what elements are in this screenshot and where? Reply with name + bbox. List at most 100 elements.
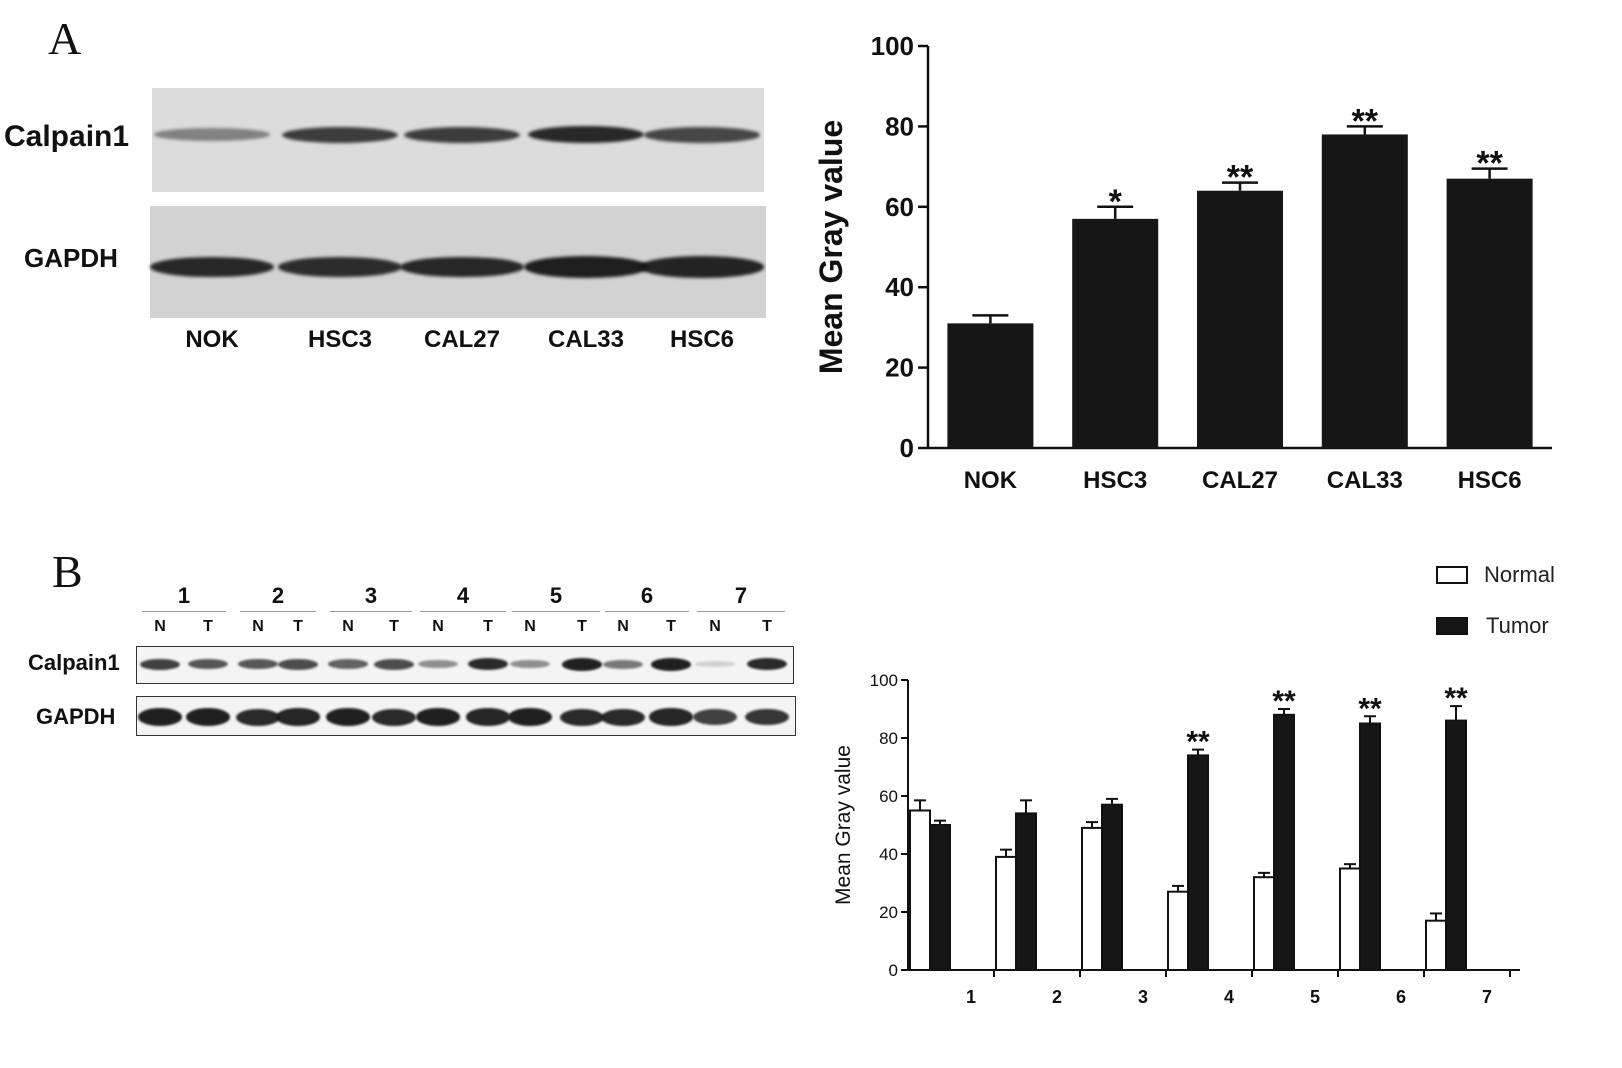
blot-b-gapdh-band [138,708,182,726]
blot-b-nt-label: T [389,618,399,635]
blot-b-sample-number: 6 [640,583,654,608]
blot-b-gapdh-band [236,708,280,726]
blot-b-nt-label: T [293,618,303,635]
chart-b-bar-tumor [1187,754,1209,971]
chart-b-bar-tumor [1101,803,1123,971]
blot-b-gapdh-band [745,708,789,726]
blot-b-nt-label: N [524,618,536,635]
blot-b-group-line [142,611,226,612]
blot-b-gapdh-band [372,708,416,726]
blot-b-gapdh-band [466,708,510,726]
blot-b-group-line [605,611,689,612]
blot-a-calpain-band [154,128,270,141]
chart-b-bar-tumor [1015,812,1037,971]
blot-b-calpain-label: Calpain1 [28,650,120,675]
blot-a-gapdh-band [640,256,764,278]
blot-b-gapdh-band [560,708,604,726]
chart-b-x-tick-label: 4 [1224,987,1234,1007]
chart-b-bar-normal [1253,876,1275,972]
blot-a-gapdh-band [150,256,274,278]
chart-a-y-tick-label: 80 [885,111,914,141]
blot-b-gapdh-band [508,708,552,726]
blot-a-lane-label: HSC3 [307,326,373,353]
blot-b-nt-label: N [252,618,264,635]
blot-a-calpain-band [528,126,644,144]
blot-b-gapdh-label: GAPDH [36,704,116,729]
chart-b-x-tick-label: 3 [1138,987,1148,1007]
chart-b-y-tick-label: 80 [879,729,898,748]
blot-b-calpain-band [328,659,368,670]
chart-a-x-tick-label: HSC3 [1083,467,1147,494]
blot-b-calpain-band [188,659,228,670]
blot-b-calpain-band [140,658,180,670]
blot-a-lane-label: CAL27 [423,326,501,353]
blot-b-nt-label: N [617,618,629,635]
chart-b-x-tick-label: 6 [1396,987,1406,1007]
chart-b-x-tick-label: 5 [1310,987,1320,1007]
legend-normal-swatch [1436,566,1468,584]
chart-b-significance-label: ** [1444,682,1468,715]
blot-b-calpain-band [651,658,691,671]
chart-a-bar [1321,134,1408,448]
blot-b-group-line [512,611,600,612]
chart-a: 0 20 40 60 80 100 Mean Gray value NOK * HSC3 ** CAL… [813,31,1552,494]
blot-a-lane-label: NOK [185,326,239,353]
legend-tumor-label: Tumor [1486,613,1549,638]
chart-b: 0 20 40 60 80 100 Mean Gray value 1 2 3 ** 4 ** 5 ** 6 *… [832,671,1520,1007]
blot-b-nt-label: N [709,618,721,635]
blot-b-group-line [240,611,316,612]
chart-b-y-tick-label: 60 [879,787,898,806]
blot-a-calpain-band [644,127,760,143]
blot-b-gapdh-band [649,708,693,726]
blot-b-nt-label: T [666,618,676,635]
blot-b-group-line [697,611,785,612]
blot-b-sample-number: 5 [549,583,563,608]
blot-b-calpain-band [418,660,458,669]
blot-b-calpain-band [510,660,550,669]
blot-a-gapdh-label: GAPDH [24,243,118,273]
chart-b-bar-tumor [1359,722,1381,971]
chart-b-significance-label: ** [1186,726,1210,759]
blot-b-nt-label: N [432,618,444,635]
blot-b-sample-number: 3 [364,583,378,608]
blot-b-gapdh-band [416,708,460,726]
blot-b-gapdh-band [186,708,230,726]
chart-a-y-tick-label: 40 [885,272,914,302]
blot-b-sample-number: 2 [271,583,285,608]
chart-a-bar [1197,190,1283,448]
blot-b-group-line [420,611,506,612]
chart-b-bar-normal [995,855,1017,971]
blot-b-gapdh-band [276,708,320,726]
chart-b-significance-label: ** [1272,685,1296,718]
chart-a-x-tick-label: NOK [964,467,1018,494]
chart-a-significance-label: * [1109,183,1123,221]
chart-a-y-tick-label: 100 [871,31,914,61]
blot-b-calpain-band [747,658,787,671]
chart-b-bar-normal [1167,890,1189,972]
chart-b-x-tick-label: 1 [966,987,976,1007]
blot-b-gapdh-band [693,709,737,726]
blot-a-calpain-band [282,126,398,143]
panel-a-letter: A [48,13,82,64]
chart-b-bar-normal [1425,919,1447,972]
chart-a-significance-label: ** [1476,145,1503,183]
blot-b-calpain-band [278,659,318,670]
legend-normal-label: Normal [1484,562,1555,587]
chart-a-bar [1072,218,1159,448]
blot-a-lane-label: HSC6 [669,326,735,353]
panel-b-letter: B [52,546,83,597]
blot-b-group-line [330,611,412,612]
chart-a-y-tick-label: 60 [885,192,914,222]
chart-b-bar-tumor [1445,719,1467,971]
blot-a-gapdh-band [278,256,402,278]
blot-b-calpain-band [238,659,278,670]
chart-b-y-tick-label: 20 [879,903,898,922]
blot-b-sample-number: 1 [177,583,191,608]
chart-b-significance-label: ** [1358,692,1382,725]
chart-a-significance-label: ** [1352,102,1379,140]
blot-b-sample-number: 7 [734,583,748,608]
chart-b-bar-normal [1081,826,1103,971]
chart-b-y-tick-label: 100 [870,671,898,690]
chart-a-x-tick-label: CAL33 [1327,467,1403,494]
blot-b-nt-label: T [203,618,213,635]
